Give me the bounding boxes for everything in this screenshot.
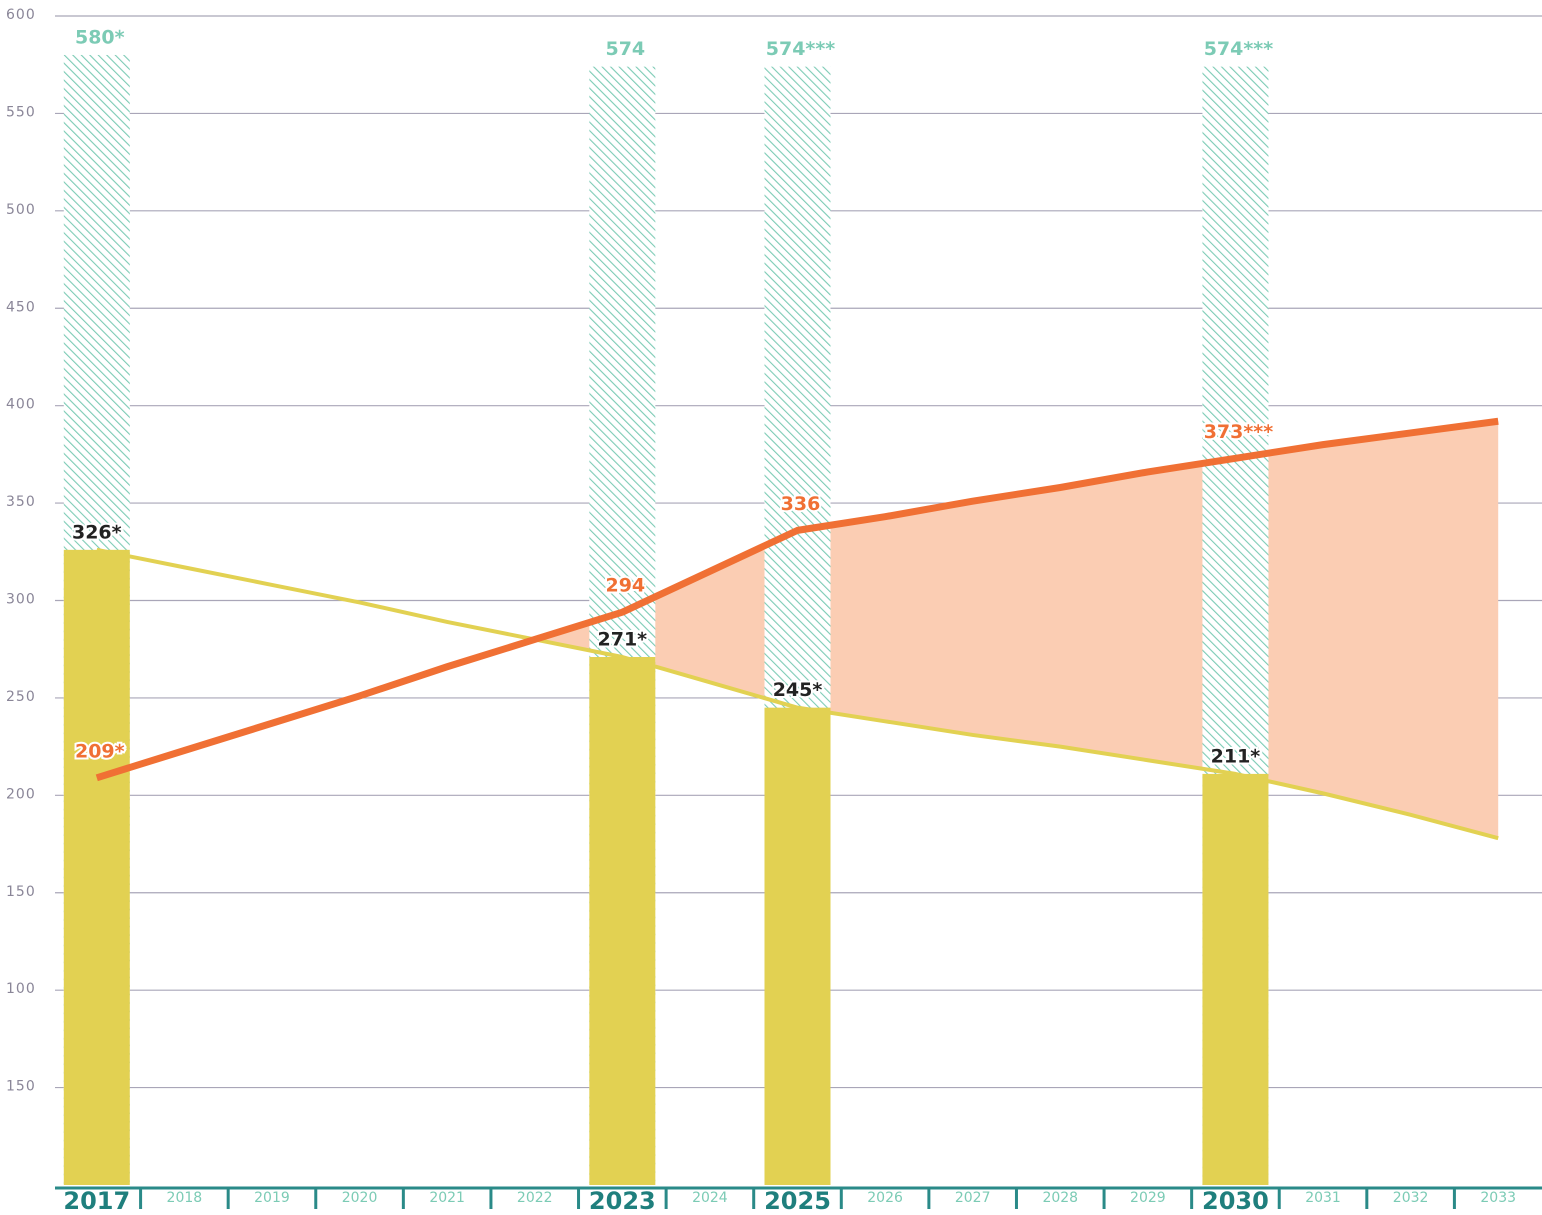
value-label: 209* [75, 740, 125, 762]
bar [1202, 773, 1269, 1185]
x-tick-label: 2029 [1130, 1190, 1166, 1206]
x-tick-label: 2024 [692, 1190, 728, 1206]
bars [63, 54, 1269, 1186]
value-label: 336 [781, 493, 821, 515]
y-tick-label: 150 [6, 884, 36, 900]
value-label: 574*** [766, 38, 836, 60]
y-tick-label: 150 [6, 1079, 36, 1095]
x-tick-label: 2025 [764, 1187, 831, 1215]
y-tick-label: 400 [6, 397, 36, 413]
value-label: 580* [75, 26, 125, 48]
x-tick-label: 2021 [429, 1190, 465, 1206]
y-tick-label: 300 [6, 592, 36, 608]
value-label: 271* [598, 629, 648, 651]
x-tick-label: 2030 [1202, 1187, 1269, 1215]
x-tick-label: 2019 [254, 1190, 290, 1206]
y-tick-label: 250 [6, 689, 36, 705]
y-tick-label: 600 [6, 7, 36, 23]
x-tick-label: 2017 [63, 1187, 130, 1215]
lines [95, 417, 1499, 841]
line [95, 417, 1499, 782]
y-tick-label: 550 [6, 104, 36, 120]
value-label: 574*** [1204, 38, 1274, 60]
value-label: 373*** [1204, 421, 1274, 443]
gap-area [534, 421, 1499, 839]
bar [589, 657, 656, 1185]
y-tick-label: 200 [6, 786, 36, 802]
x-tick-label: 2023 [589, 1187, 656, 1215]
x-tick-label: 2031 [1305, 1190, 1341, 1206]
x-tick-label: 2018 [167, 1190, 203, 1206]
value-label: 211* [1211, 745, 1261, 767]
value-label: 294 [605, 575, 645, 597]
x-tick-label: 2022 [517, 1190, 553, 1206]
y-tick-label: 450 [6, 299, 36, 315]
x-tick-label: 2027 [955, 1190, 991, 1206]
x-tick-label: 2020 [342, 1190, 378, 1206]
fill-layer [534, 421, 1499, 839]
x-tick-label: 2032 [1393, 1190, 1429, 1206]
value-label: 574 [605, 38, 645, 60]
x-tick-label: 2028 [1042, 1190, 1078, 1206]
bar [63, 549, 130, 1185]
y-tick-label: 100 [6, 981, 36, 997]
y-tick-label: 350 [6, 494, 36, 510]
x-tick-label: 2033 [1480, 1190, 1516, 1206]
x-tick-label: 2026 [867, 1190, 903, 1206]
labels: 580* 574 574*** 574*** 326* 271* 245* 211* 209* 2… [70, 24, 1275, 769]
line [96, 547, 1499, 841]
value-label: 245* [773, 679, 823, 701]
value-label: 326* [72, 521, 122, 543]
y-tick-label: 500 [6, 202, 36, 218]
bar [764, 707, 831, 1185]
